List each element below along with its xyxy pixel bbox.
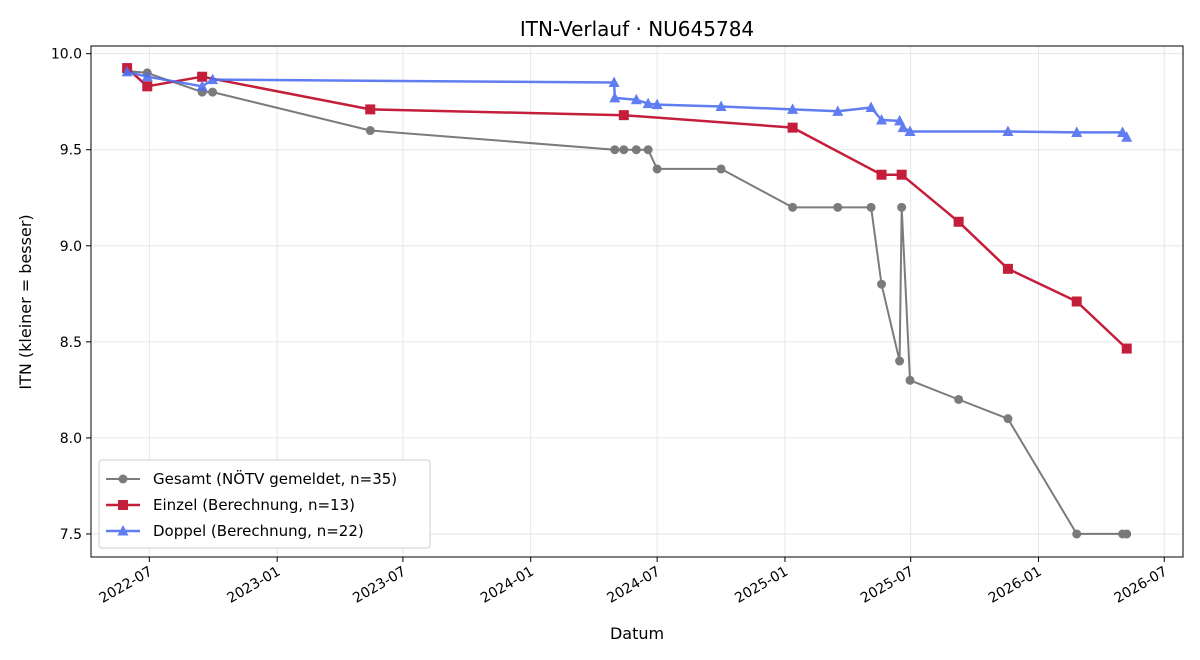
series-2: [122, 63, 1132, 354]
x-axis-title: Datum: [610, 624, 664, 643]
data-point: [877, 279, 887, 289]
data-point: [1122, 529, 1132, 539]
data-point: [953, 216, 964, 227]
series-1: [122, 64, 1132, 539]
data-point: [642, 97, 654, 109]
data-point: [897, 121, 909, 133]
data-point: [832, 105, 844, 116]
data-point: [715, 100, 727, 112]
data-point: [643, 145, 653, 155]
data-point: [121, 65, 133, 77]
data-point: [1003, 414, 1013, 424]
data-point: [896, 169, 907, 180]
legend-entry: [106, 525, 140, 536]
data-point: [1121, 343, 1132, 354]
data-point: [787, 122, 798, 133]
data-point: [630, 93, 642, 105]
legend-label: Gesamt (NÖTV gemeldet, n=35): [153, 469, 397, 488]
data-point: [618, 110, 629, 121]
legend-box: [98, 459, 431, 549]
data-point: [142, 81, 153, 92]
data-point: [1002, 263, 1013, 274]
data-point: [905, 375, 915, 385]
legend-marker: [117, 525, 129, 536]
y-tick-label: 10.0: [51, 47, 82, 63]
legend-label: Doppel (Berechnung, n=22): [153, 522, 364, 540]
series-3: [121, 65, 1133, 142]
y-axis-title: ITN (kleiner = besser): [16, 214, 35, 389]
data-point: [1071, 126, 1083, 137]
data-point: [196, 80, 208, 91]
data-point: [619, 145, 629, 155]
data-point: [1072, 529, 1082, 539]
data-point: [608, 76, 620, 87]
legend-label: Einzel (Berechnung, n=13): [153, 496, 355, 514]
series-line: [126, 67, 1128, 350]
data-point: [208, 87, 218, 97]
data-point: [1071, 296, 1082, 307]
y-tick-label: 8.5: [60, 335, 82, 351]
legend: Gesamt (NÖTV gemeldet, n=35) Einzel (Bere…: [98, 459, 431, 549]
data-point: [876, 113, 888, 125]
data-point: [365, 126, 375, 136]
data-point: [833, 202, 843, 212]
data-point: [631, 145, 641, 155]
chart-title: ITN-Verlauf · NU645784: [520, 17, 754, 41]
data-point: [866, 202, 876, 212]
data-point: [207, 73, 219, 85]
data-point: [609, 91, 621, 103]
data-point: [716, 164, 726, 174]
data-point: [895, 356, 905, 366]
plot-frame: [90, 45, 1184, 558]
y-tick-label: 8.0: [60, 431, 82, 447]
data-point: [197, 71, 208, 82]
data-point: [876, 169, 887, 180]
data-point: [954, 394, 964, 404]
data-point: [1002, 125, 1014, 136]
data-point: [610, 145, 620, 155]
data-point: [897, 202, 907, 212]
data-point: [787, 103, 799, 114]
legend-entry: [106, 500, 140, 510]
data-point: [141, 70, 153, 82]
data-point: [904, 125, 916, 136]
y-tick-label: 7.5: [60, 527, 82, 543]
y-tick-label: 9.5: [60, 143, 82, 159]
legend-marker: [118, 500, 128, 510]
legend-entry: [106, 474, 140, 484]
data-point: [1121, 131, 1133, 142]
series-layer: [121, 63, 1133, 539]
legend-marker: [118, 474, 128, 484]
data-point: [652, 164, 662, 174]
data-point: [365, 104, 376, 115]
data-point: [894, 114, 906, 126]
data-point: [651, 98, 663, 110]
y-tick-label: 9.0: [60, 239, 82, 255]
legend-entries: Gesamt (NÖTV gemeldet, n=35) Einzel (Bere…: [106, 469, 397, 540]
data-point: [865, 101, 877, 112]
data-point: [788, 202, 798, 212]
